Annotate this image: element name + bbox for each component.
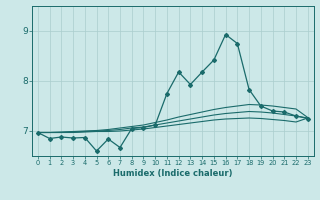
X-axis label: Humidex (Indice chaleur): Humidex (Indice chaleur) <box>113 169 233 178</box>
